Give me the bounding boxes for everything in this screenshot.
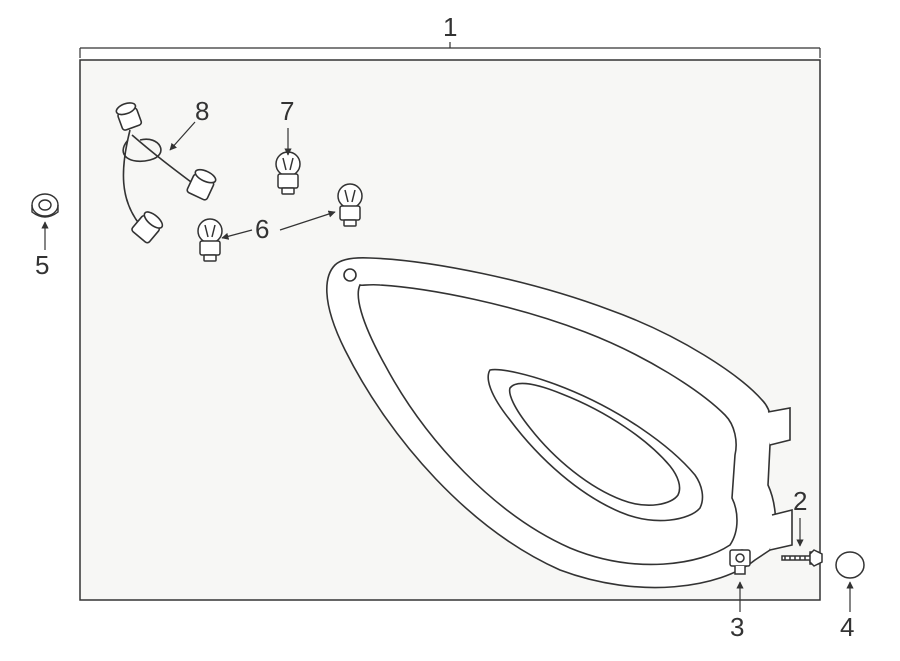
parts-diagram: 1 2 3 4 5 6 7 8 [0,0,900,661]
part-7-bulb [276,152,300,194]
callout-5: 5 [35,250,49,281]
callout-6: 6 [255,214,269,245]
diagram-svg [0,0,900,661]
callout-3: 3 [730,612,744,643]
callout-2: 2 [793,486,807,517]
callout-1: 1 [443,12,457,43]
part-6-bulb-left [198,219,222,261]
callout-8: 8 [195,96,209,127]
callout-7: 7 [280,96,294,127]
part-4-grommet [836,552,864,578]
part-6-bulb-right [338,184,362,226]
callout-4: 4 [840,612,854,643]
part-5-nut [32,194,58,217]
